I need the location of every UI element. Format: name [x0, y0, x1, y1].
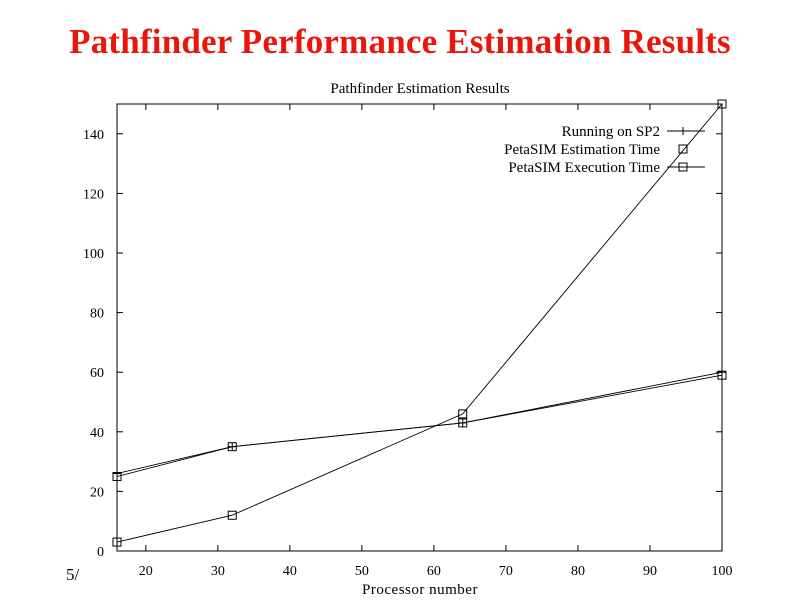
- slide-title: Pathfinder Performance Estimation Result…: [69, 22, 731, 61]
- axes: 0 20 40 60 80 100 120 140 20 30 40 50 60 70 80 90 100: [83, 104, 733, 579]
- x-tick-label: 80: [571, 564, 585, 579]
- y-tick-label: 120: [83, 187, 104, 202]
- legend-label: PetaSIM Estimation Time: [504, 142, 660, 158]
- chart-title: Pathfinder Estimation Results: [330, 81, 509, 97]
- series-petasim-execution-time: [112, 370, 727, 481]
- series-running-on-sp2: [113, 368, 726, 478]
- x-tick-label: 50: [355, 564, 369, 579]
- x-tick-label: 30: [211, 564, 225, 579]
- square-marker: [112, 537, 122, 547]
- page-number: 5/: [66, 565, 80, 584]
- y-tick-label: 80: [90, 307, 104, 322]
- square-marker: [678, 144, 688, 154]
- x-tick-label: 90: [643, 564, 657, 579]
- x-tick-label: 40: [283, 564, 297, 579]
- y-tick-label: 60: [90, 366, 104, 381]
- x-tick-label: 100: [712, 564, 733, 579]
- square-marker: [717, 370, 727, 380]
- series-petasim-estimation-time: [112, 99, 727, 547]
- series-layer: [112, 99, 727, 547]
- y-tick-label: 0: [97, 545, 104, 560]
- series-line: [116, 374, 723, 477]
- x-tick-label: 70: [499, 564, 513, 579]
- legend-label: PetaSIM Execution Time: [508, 160, 660, 176]
- y-tick-label: 20: [90, 485, 104, 500]
- square-marker: [227, 510, 237, 520]
- series-line: [116, 371, 723, 474]
- x-tick-label: 60: [427, 564, 441, 579]
- x-axis-label: Processor number: [362, 582, 478, 598]
- y-tick-label: 140: [83, 128, 104, 143]
- plus-marker: [718, 368, 726, 377]
- y-tick-label: 40: [90, 426, 104, 441]
- plus-marker: [679, 127, 687, 135]
- square-marker: [112, 472, 122, 481]
- square-marker: [458, 418, 468, 428]
- legend-label: Running on SP2: [562, 124, 660, 140]
- square-marker: [458, 409, 468, 419]
- plot-frame: [116, 103, 723, 552]
- square-marker: [678, 162, 688, 172]
- square-marker: [227, 442, 237, 452]
- x-tick-label: 20: [139, 564, 153, 579]
- square-marker: [717, 99, 727, 109]
- series-line: [116, 103, 723, 543]
- y-tick-label: 100: [83, 247, 104, 262]
- legend: Running on SP2 PetaSIM Estimation Time Pet…: [504, 124, 705, 176]
